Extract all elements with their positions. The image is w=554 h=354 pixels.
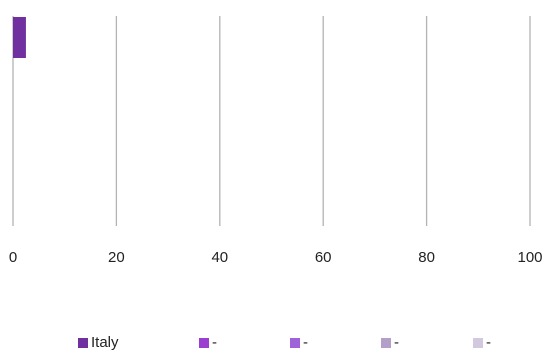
legend-swatch — [199, 337, 209, 348]
legend-label: - — [303, 334, 308, 351]
x-tick-label: 100 — [517, 249, 542, 266]
legend-item: - — [381, 334, 399, 351]
legend-label: - — [486, 334, 491, 351]
x-tick-label: 80 — [418, 249, 435, 266]
x-tick-label: 20 — [108, 249, 125, 266]
x-tick-label: 0 — [9, 249, 17, 266]
bar-italy — [13, 17, 26, 58]
bars — [13, 17, 26, 58]
legend-swatch — [290, 337, 300, 348]
x-axis-ticks: 0 20 40 60 80 100 — [9, 249, 543, 266]
x-tick-label: 40 — [211, 249, 228, 266]
legend: Italy - - - - — [0, 334, 554, 354]
legend-item: - — [473, 334, 491, 351]
legend-label: Italy — [91, 334, 119, 351]
legend-item: Italy — [78, 334, 119, 351]
legend-item: - — [199, 334, 217, 351]
legend-label: - — [212, 334, 217, 351]
legend-swatch — [78, 337, 88, 348]
legend-swatch — [381, 337, 391, 348]
legend-item: - — [290, 334, 308, 351]
gridlines — [12, 16, 531, 226]
legend-label: - — [394, 334, 399, 351]
legend-swatch — [473, 337, 483, 348]
x-tick-label: 60 — [315, 249, 332, 266]
